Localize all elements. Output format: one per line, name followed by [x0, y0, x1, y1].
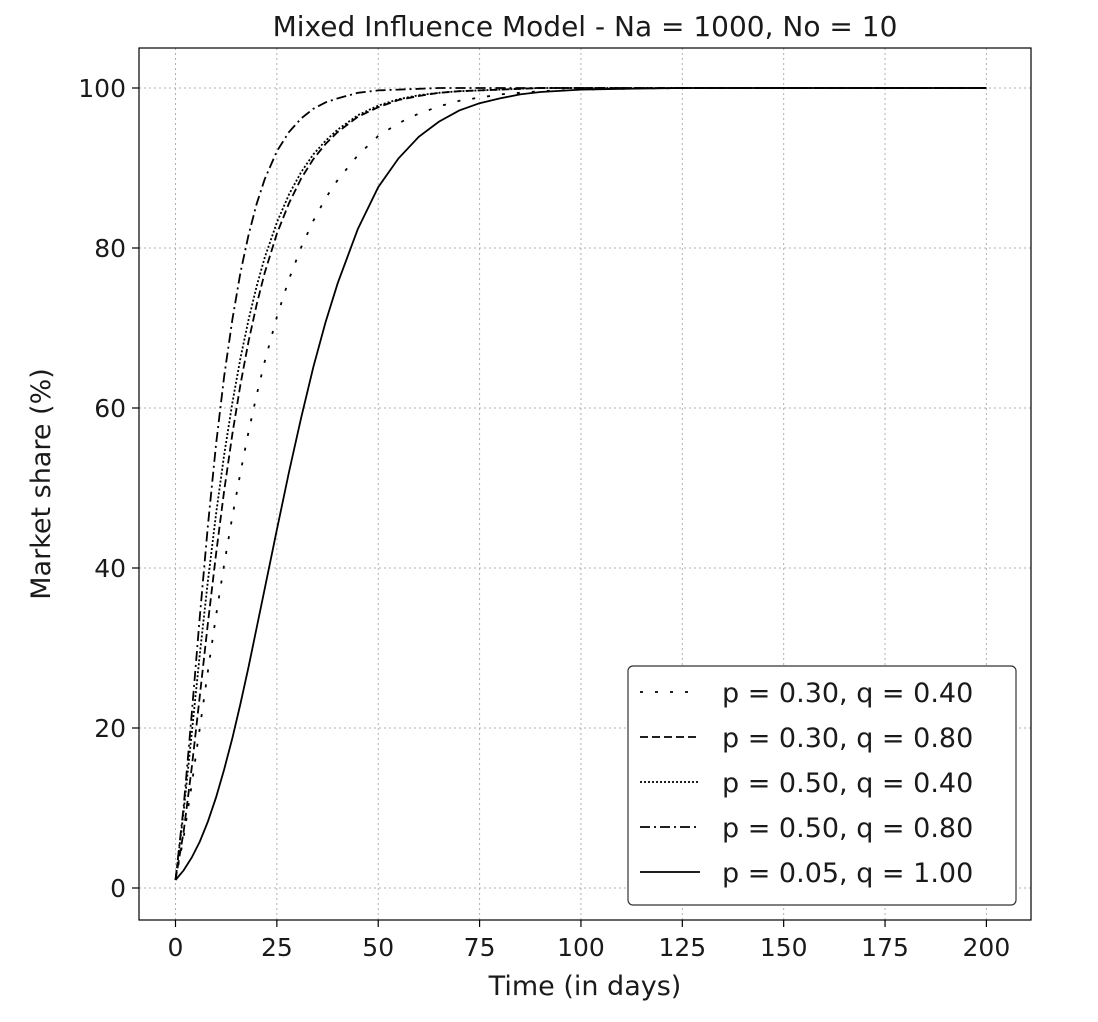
legend-box — [627, 665, 1017, 906]
y-tick-label: 100 — [78, 74, 126, 103]
legend-label: p = 0.50, q = 0.40 — [722, 768, 973, 799]
series-line-3 — [174, 87, 987, 881]
x-tick-label: 0 — [168, 933, 184, 962]
x-tick-label: 75 — [464, 933, 496, 962]
series-line-4 — [174, 87, 987, 881]
chart-title: Mixed Influence Model - Na = 1000, No = … — [273, 10, 898, 43]
y-tick-label: 60 — [94, 394, 126, 423]
x-tick-label: 200 — [963, 933, 1011, 962]
legend-label: p = 0.05, q = 1.00 — [722, 858, 973, 889]
series-line-5 — [174, 87, 987, 881]
legend-label: p = 0.30, q = 0.40 — [722, 678, 973, 709]
y-tick-label: 0 — [110, 874, 126, 903]
series-line-2 — [174, 87, 987, 881]
axis-ticks: 0 25 50 75 100 125 150 175 200 0 20 40 60 80 100 — [78, 74, 1010, 962]
legend-label: p = 0.50, q = 0.80 — [722, 813, 973, 844]
plot-frame — [138, 47, 1032, 921]
y-axis-label: Market share (%) — [26, 368, 57, 600]
y-tick-label: 40 — [94, 554, 126, 583]
x-axis-label: Time (in days) — [488, 971, 682, 1002]
legend: p = 0.30, q = 0.40 p = 0.30, q = 0.80 p = … — [627, 665, 1017, 906]
x-tick-label: 50 — [362, 933, 394, 962]
plot-lines — [174, 87, 987, 881]
grid — [139, 48, 1031, 920]
y-tick-label: 80 — [94, 234, 126, 263]
x-tick-label: 25 — [261, 933, 293, 962]
y-tick-label: 20 — [94, 714, 126, 743]
x-tick-label: 175 — [861, 933, 909, 962]
legend-label: p = 0.30, q = 0.80 — [722, 723, 973, 754]
x-tick-label: 150 — [760, 933, 808, 962]
x-tick-label: 125 — [658, 933, 706, 962]
x-tick-label: 100 — [557, 933, 605, 962]
